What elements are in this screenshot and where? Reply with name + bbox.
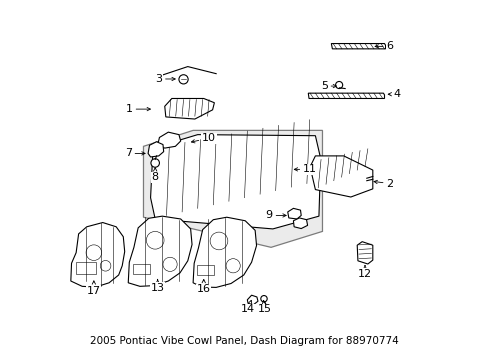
Text: 6: 6 — [374, 41, 392, 51]
Polygon shape — [164, 99, 214, 119]
Circle shape — [260, 296, 266, 302]
Text: 2005 Pontiac Vibe Cowl Panel, Dash Diagram for 88970774: 2005 Pontiac Vibe Cowl Panel, Dash Diagr… — [90, 336, 398, 346]
Text: 7: 7 — [124, 148, 145, 158]
Text: 16: 16 — [196, 279, 210, 294]
Text: 13: 13 — [150, 279, 164, 293]
Text: 11: 11 — [294, 165, 316, 174]
Text: 10: 10 — [191, 133, 216, 143]
Circle shape — [86, 245, 102, 260]
Circle shape — [210, 232, 227, 250]
Polygon shape — [193, 217, 256, 287]
Polygon shape — [287, 208, 301, 219]
Polygon shape — [148, 142, 163, 157]
Text: 2: 2 — [373, 179, 393, 189]
Circle shape — [163, 257, 177, 271]
Text: 14: 14 — [241, 300, 255, 314]
Polygon shape — [331, 44, 385, 49]
Text: 17: 17 — [87, 281, 101, 296]
Polygon shape — [143, 130, 322, 247]
Polygon shape — [150, 135, 320, 229]
Text: 1: 1 — [125, 104, 150, 114]
Circle shape — [146, 231, 163, 249]
Text: 8: 8 — [151, 168, 159, 182]
Polygon shape — [128, 216, 192, 286]
Circle shape — [100, 260, 111, 271]
Polygon shape — [356, 242, 372, 264]
Polygon shape — [157, 132, 181, 148]
Text: 3: 3 — [155, 74, 175, 84]
Bar — [76, 261, 96, 274]
Text: 9: 9 — [265, 211, 285, 220]
Circle shape — [225, 259, 240, 273]
Text: 5: 5 — [320, 81, 336, 91]
Text: 12: 12 — [357, 266, 371, 279]
Bar — [197, 265, 214, 275]
Polygon shape — [247, 295, 258, 305]
Polygon shape — [71, 222, 124, 287]
Bar — [133, 264, 149, 274]
Circle shape — [151, 159, 159, 167]
Circle shape — [179, 75, 188, 84]
Polygon shape — [307, 93, 384, 99]
Circle shape — [335, 81, 342, 89]
Polygon shape — [293, 218, 307, 229]
Text: 15: 15 — [258, 300, 271, 314]
Polygon shape — [309, 156, 372, 197]
Text: 4: 4 — [387, 89, 400, 99]
